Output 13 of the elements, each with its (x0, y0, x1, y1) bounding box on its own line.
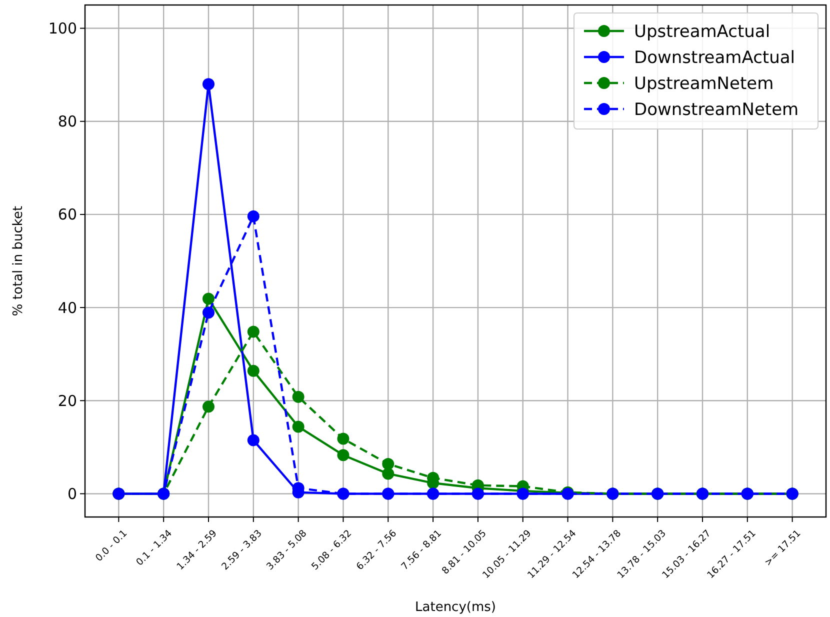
x-tick-label: 0.0 - 0.1 (94, 528, 130, 564)
y-tick-label: 0 (67, 484, 77, 503)
y-tick-label: 20 (58, 392, 77, 410)
legend-label: UpstreamNetem (634, 74, 774, 94)
legend-label: UpstreamActual (634, 22, 770, 42)
legend-label: DownstreamActual (634, 48, 796, 68)
y-tick-label: 40 (58, 298, 77, 317)
y-tick-label: 60 (58, 206, 77, 224)
y-tick-label: 80 (58, 112, 77, 131)
y-axis-title: % total in bucket (11, 206, 26, 316)
y-tick-label: 100 (48, 20, 77, 38)
x-axis-title: Latency(ms) (415, 600, 496, 615)
legend-label: DownstreamNetem (634, 100, 799, 120)
